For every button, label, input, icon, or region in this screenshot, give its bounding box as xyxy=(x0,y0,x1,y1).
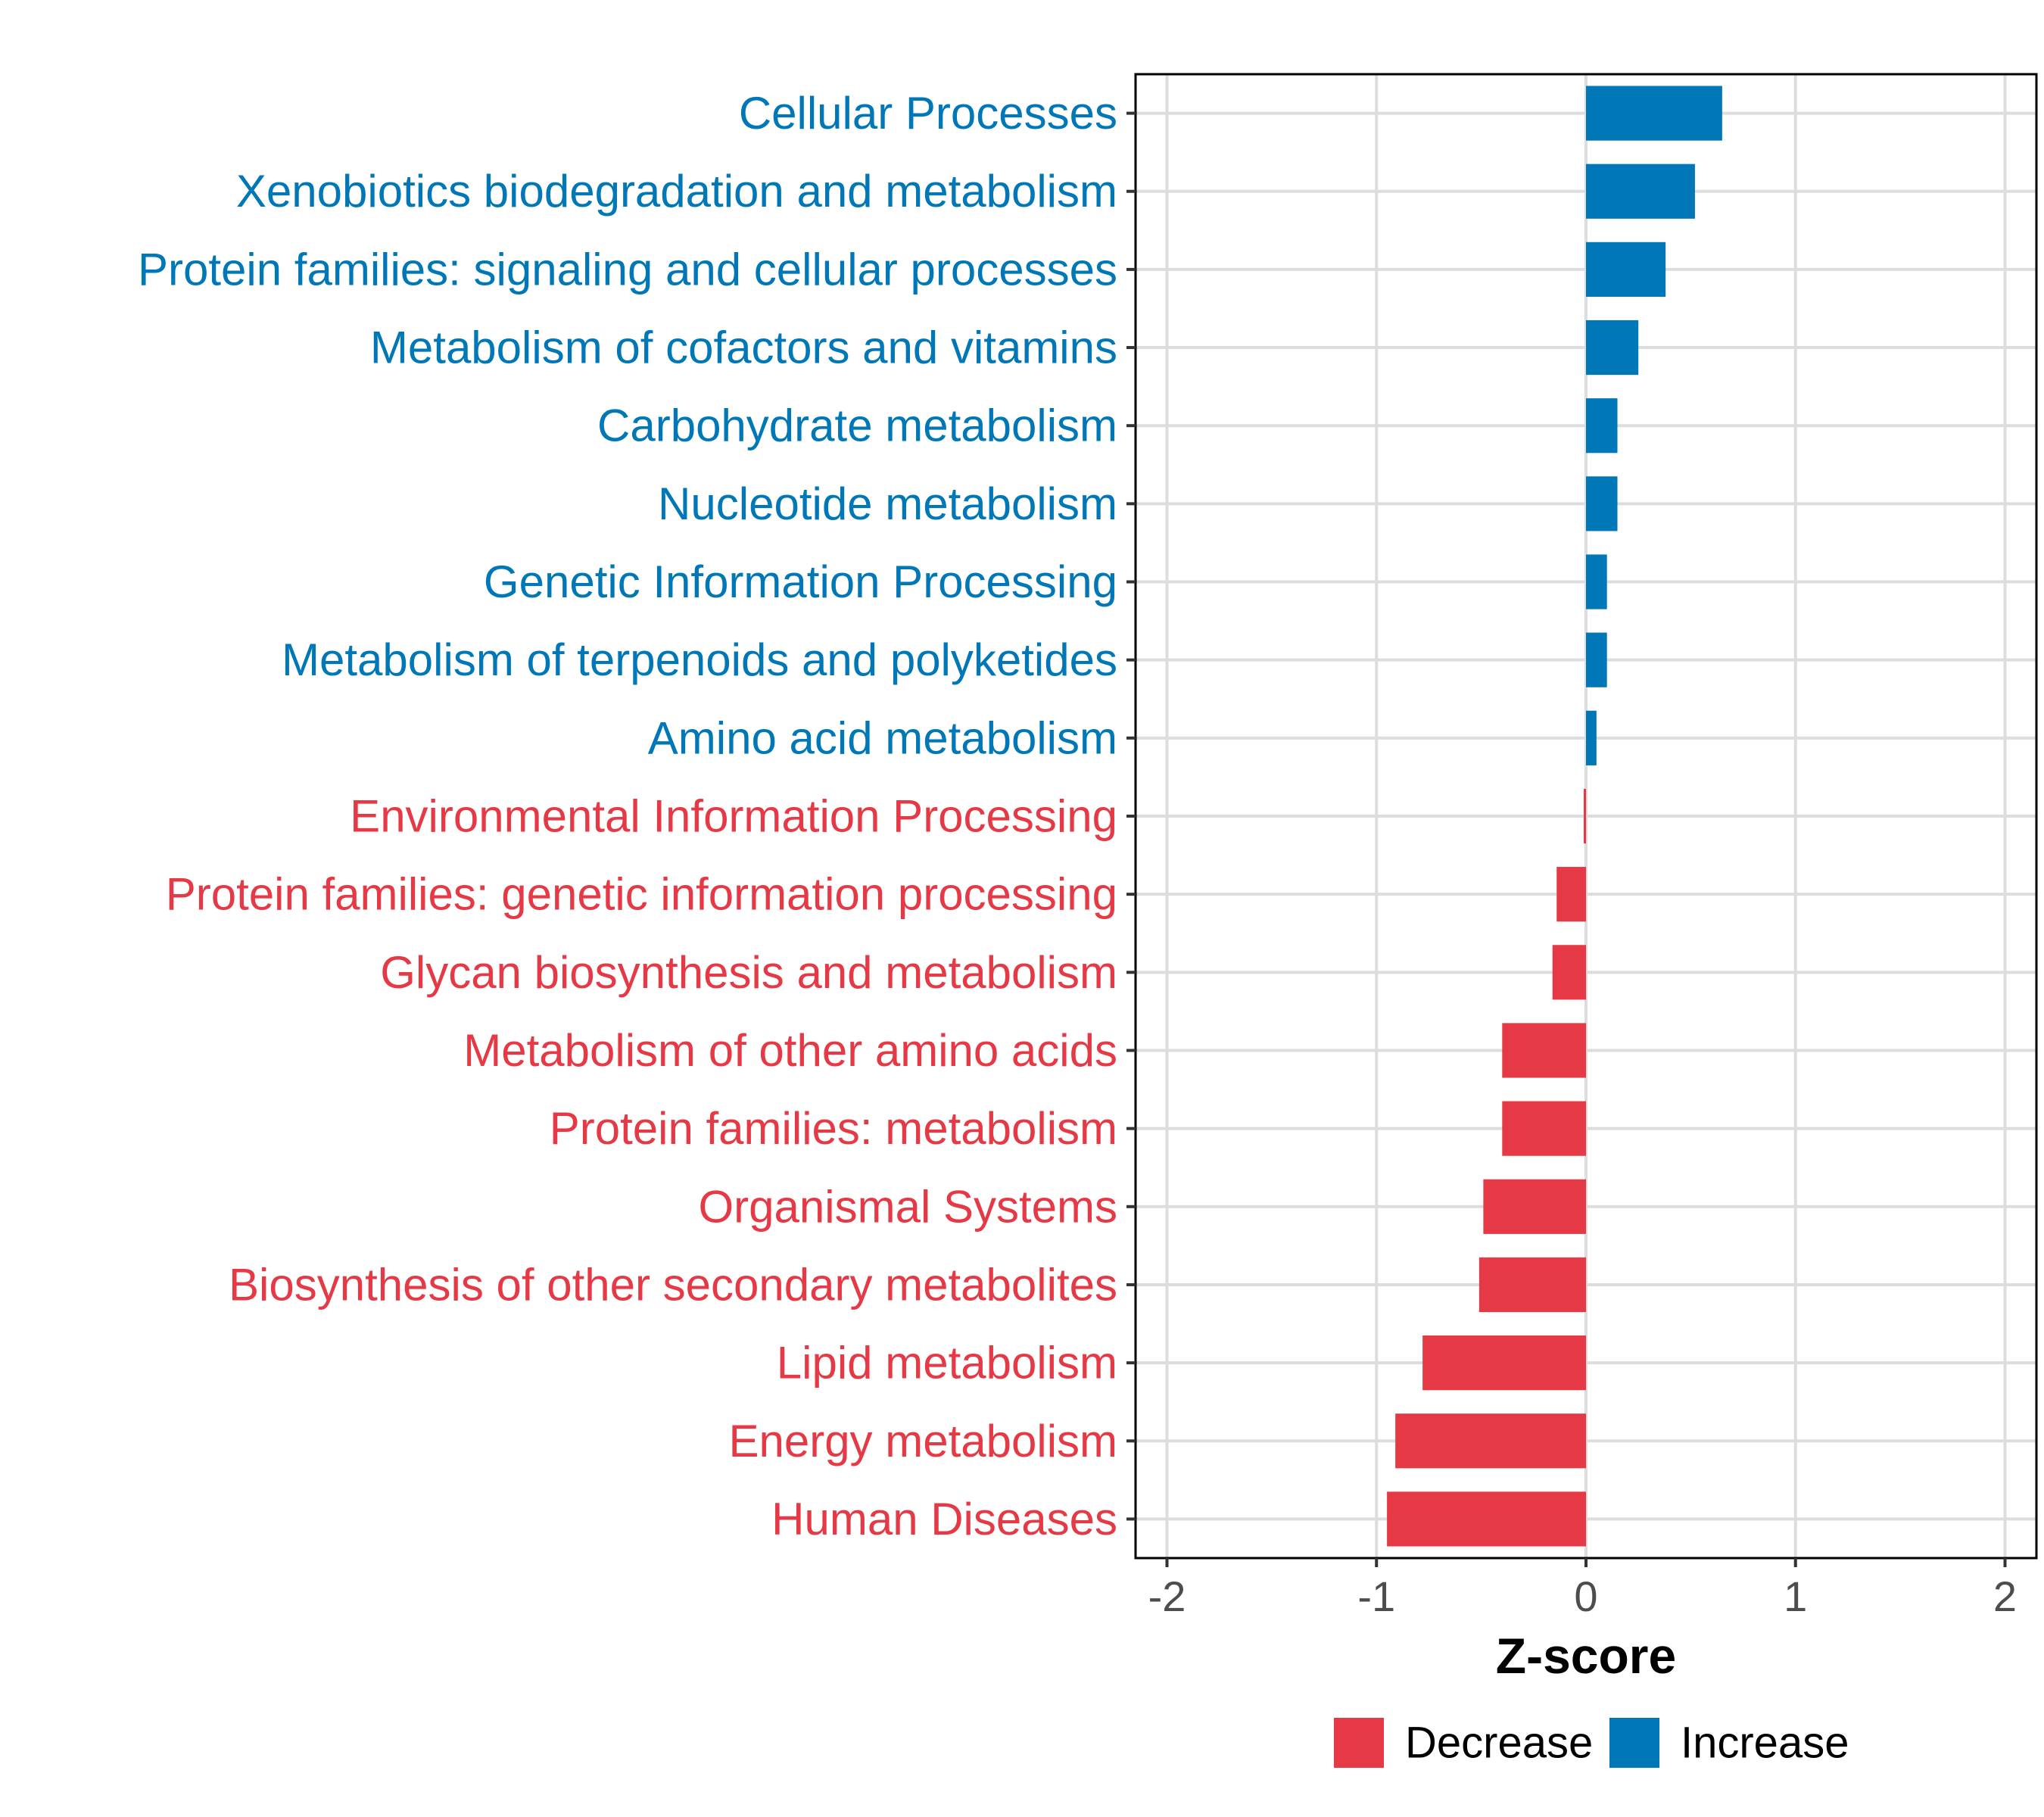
category-label: Glycan biosynthesis and metabolism xyxy=(380,947,1117,998)
category-label: Genetic Information Processing xyxy=(484,556,1117,607)
legend-swatch-decrease xyxy=(1334,1718,1384,1768)
legend-swatch-increase xyxy=(1609,1718,1659,1768)
x-axis-title: Z-score xyxy=(1496,1628,1676,1684)
category-label: Cellular Processes xyxy=(739,88,1117,139)
category-label: Organismal Systems xyxy=(699,1181,1117,1232)
bar xyxy=(1502,1023,1586,1078)
bar xyxy=(1586,319,1639,376)
bar xyxy=(1483,1179,1586,1234)
bar xyxy=(1586,398,1618,453)
category-label: Energy metabolism xyxy=(728,1416,1117,1466)
category-label: Xenobiotics biodegradation and metabolis… xyxy=(236,166,1117,217)
bar xyxy=(1395,1413,1586,1469)
bar xyxy=(1586,632,1607,687)
x-tick-label: -1 xyxy=(1357,1572,1395,1620)
x-axis-ticks: -2 -1 0 1 2 xyxy=(1148,1558,2017,1620)
category-label: Environmental Information Processing xyxy=(350,791,1117,842)
x-tick-label: 0 xyxy=(1574,1572,1597,1620)
bars xyxy=(1387,86,1722,1547)
bar xyxy=(1586,242,1666,297)
bar xyxy=(1586,710,1597,765)
bar xyxy=(1584,788,1586,844)
x-tick-label: 2 xyxy=(1993,1572,2017,1620)
bar xyxy=(1387,1491,1586,1547)
category-label: Metabolism of other amino acids xyxy=(463,1025,1117,1076)
category-label: Metabolism of terpenoids and polyketides xyxy=(282,634,1117,685)
category-label: Protein families: genetic information pr… xyxy=(166,869,1117,920)
y-axis-ticks: Cellular Processes Xenobiotics biodegrada… xyxy=(138,88,1136,1544)
category-label: Amino acid metabolism xyxy=(648,712,1117,763)
x-tick-label: -2 xyxy=(1148,1572,1186,1620)
legend-label-increase: Increase xyxy=(1681,1719,1849,1768)
legend: Decrease Increase xyxy=(1334,1718,1849,1768)
category-label: Protein families: signaling and cellular… xyxy=(138,244,1117,295)
bar xyxy=(1586,164,1695,219)
category-label: Human Diseases xyxy=(771,1494,1117,1544)
category-label: Carbohydrate metabolism xyxy=(597,400,1117,451)
bar xyxy=(1586,86,1722,141)
bar xyxy=(1422,1335,1586,1391)
category-label: Lipid metabolism xyxy=(777,1338,1117,1388)
bar xyxy=(1556,867,1586,922)
category-label: Biosynthesis of other secondary metaboli… xyxy=(229,1259,1117,1310)
category-label: Metabolism of cofactors and vitamins xyxy=(370,323,1117,373)
category-label: Nucleotide metabolism xyxy=(658,478,1117,529)
x-tick-label: 1 xyxy=(1784,1572,1807,1620)
bar xyxy=(1502,1101,1586,1156)
bar xyxy=(1586,476,1618,531)
legend-label-decrease: Decrease xyxy=(1405,1719,1593,1768)
bar xyxy=(1586,554,1607,609)
bar xyxy=(1552,945,1586,1000)
bar xyxy=(1478,1257,1586,1313)
category-label: Protein families: metabolism xyxy=(550,1103,1117,1154)
